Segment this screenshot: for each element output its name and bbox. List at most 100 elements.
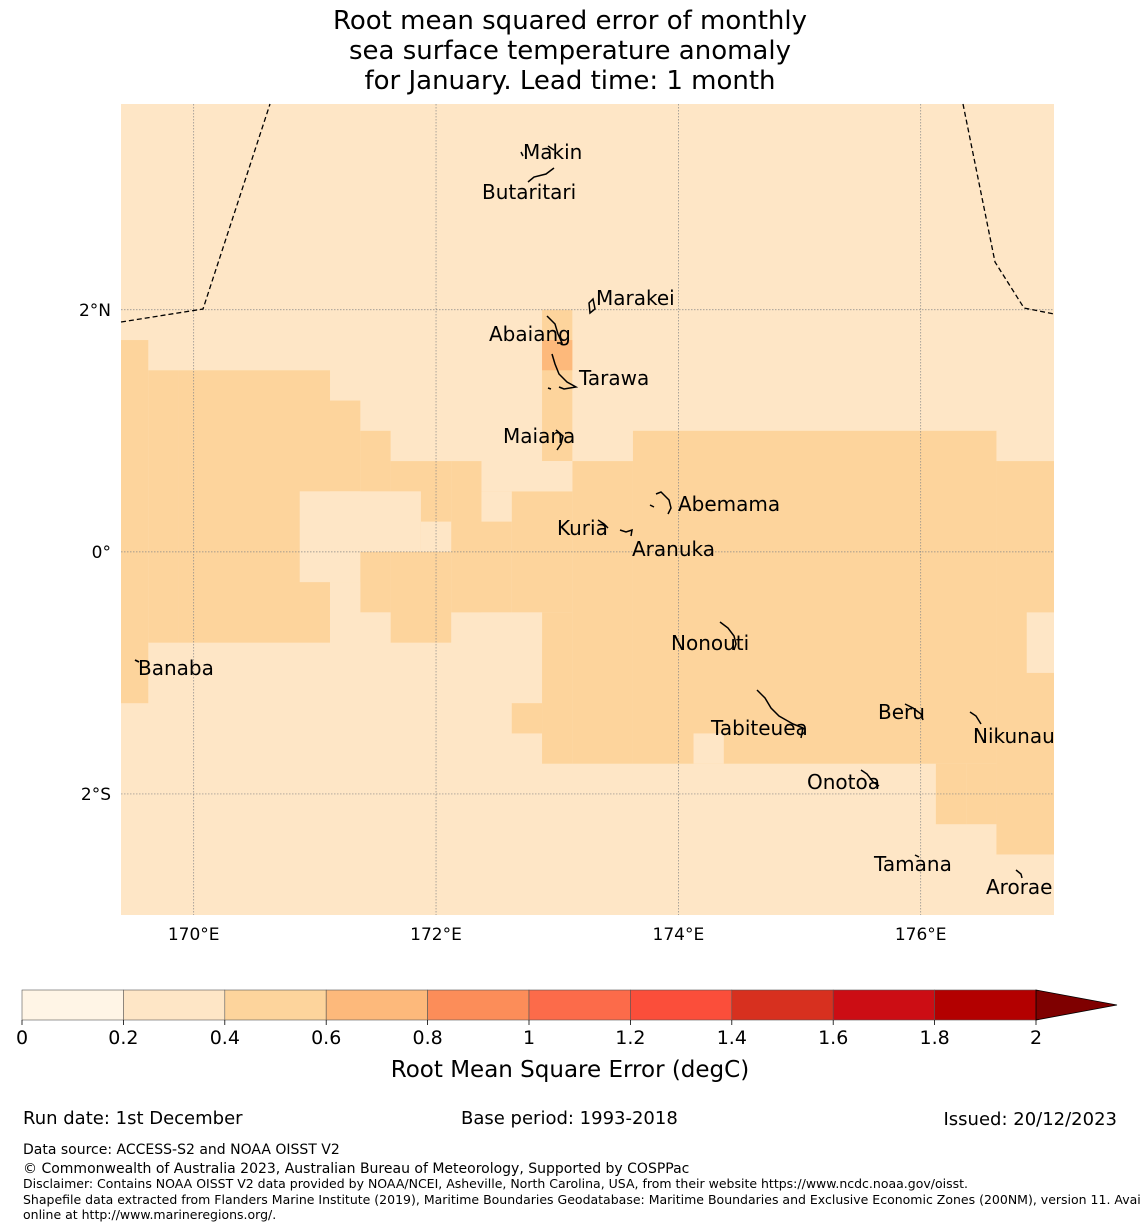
colorbar-tick-label: 0.8	[412, 1027, 442, 1049]
island-label-abaiang: Abaiang	[489, 322, 571, 346]
coastline-maiana	[555, 429, 564, 451]
colorbar: 0 0.2 0.4 0.6 0.8 1 1.2 1.4 1.6 1.8 2 Root Mean Sq…	[16, 989, 1118, 1083]
rmse-cell-17	[542, 340, 573, 371]
copyright-notice: © Commonwealth of Australia 2023, Austra…	[23, 1161, 690, 1177]
colorbar-cell-9	[934, 989, 1037, 1021]
lon-tick-label: 176°E	[895, 925, 947, 945]
coastline-abemama	[649, 491, 672, 515]
lat-tick-label: 2°S	[81, 785, 111, 805]
colorbar-tick-label: 1.8	[919, 1027, 949, 1049]
colorbar-cell-2	[224, 989, 327, 1021]
colorbar-cells	[21, 989, 1037, 1021]
gridlines	[121, 104, 1054, 915]
rmse-cell-14	[542, 612, 573, 764]
issued-date: Issued: 20/12/2023	[943, 1109, 1117, 1130]
colorbar-tick-label: 1.6	[818, 1027, 848, 1049]
colorbar-cell-1	[123, 989, 226, 1021]
island-label-beru: Beru	[878, 700, 925, 724]
title-line-2: sea surface temperature anomaly	[349, 36, 791, 66]
lat-tick-label: 2°N	[79, 301, 111, 321]
colorbar-cell-7	[731, 989, 834, 1021]
colorbar-cell-0	[21, 989, 124, 1021]
colorbar-tick-label: 0	[16, 1027, 28, 1049]
eez-boundary-line	[120, 103, 271, 323]
coastline-butaritari	[527, 167, 555, 183]
rmse-cell-22	[511, 461, 573, 492]
rmse-cell-23	[330, 582, 361, 643]
island-label-maiana: Maiana	[503, 424, 575, 448]
island-label-banaba: Banaba	[138, 656, 214, 680]
run-date: Run date: 1st December	[23, 1108, 243, 1129]
coastline-arorae	[1015, 869, 1023, 879]
lat-tick-label: 0°	[92, 543, 111, 563]
rmse-cell-21	[481, 491, 512, 522]
coastline-makin	[520, 145, 555, 157]
coastline-marakei	[588, 297, 596, 315]
rmse-cell-9	[542, 309, 573, 462]
colorbar-extend-arrow	[1035, 989, 1118, 1021]
colorbar-tick-label: 1.4	[717, 1027, 747, 1049]
island-label-tarawa: Tarawa	[578, 366, 649, 390]
colorbar-tick-label: 1	[523, 1027, 535, 1049]
map-area: Makin Butaritari Marakei Abaiang Tarawa …	[79, 103, 1055, 945]
island-label-nikunau: Nikunau	[973, 724, 1055, 748]
rmse-cell-10	[572, 461, 633, 764]
map-title: Root mean squared error of monthly sea s…	[0, 6, 1140, 96]
coastline-banaba	[134, 659, 140, 663]
coastline-beru	[904, 703, 924, 721]
rmse-cell-1	[148, 370, 179, 643]
rmse-cell-0	[121, 340, 149, 704]
lon-tick-label: 172°E	[410, 925, 462, 945]
island-label-nonouti: Nonouti	[671, 631, 749, 655]
rmse-cell-6	[451, 461, 482, 613]
rmse-cell-11	[632, 430, 997, 764]
coastline-nonouti	[719, 621, 737, 651]
island-label-makin: Makin	[523, 140, 582, 164]
island-label-abemama: Abemama	[678, 492, 780, 516]
colorbar-cell-5	[528, 989, 631, 1021]
island-label-aranuka: Aranuka	[632, 537, 715, 561]
disclaimer: Disclaimer: Contains NOAA OISST V2 data …	[23, 1176, 968, 1191]
colorbar-cell-8	[832, 989, 935, 1021]
lon-tick-label: 170°E	[168, 925, 220, 945]
rmse-cell-25	[481, 612, 543, 643]
colorbar-ticks: 0 0.2 0.4 0.6 0.8 1 1.2 1.4 1.6 1.8 2	[16, 1020, 1042, 1049]
colorbar-cell-3	[325, 989, 428, 1021]
coastline-nikunau	[969, 711, 982, 725]
shapefile-credit-1: Shapefile data extracted from Flanders M…	[23, 1192, 1140, 1207]
island-label-kuria: Kuria	[557, 516, 608, 540]
lon-tick-label: 174°E	[653, 925, 705, 945]
island-label-marakei: Marakei	[596, 286, 675, 310]
title-line-3: for January. Lead time: 1 month	[364, 66, 776, 96]
coastline-tamana	[914, 854, 920, 858]
island-coastlines	[134, 145, 1023, 879]
island-label-tamana: Tamana	[873, 852, 952, 876]
rmse-cell-13	[511, 703, 543, 734]
island-label-tabiteuea: Tabiteuea	[710, 716, 808, 740]
coastline-abaiang	[546, 315, 564, 344]
title-line-1: Root mean squared error of monthly	[332, 6, 808, 36]
island-label-arorae: Arorae	[986, 875, 1052, 899]
axis-tick-labels: 170°E 172°E 174°E 176°E 2°N 0° 2°S	[79, 301, 947, 945]
colorbar-label: Root Mean Square Error (degC)	[391, 1057, 749, 1083]
rmse-cell-27	[1026, 612, 1054, 673]
coastline-onotoa	[860, 769, 880, 787]
eez-boundary-line	[962, 103, 1055, 315]
colorbar-tick-label: 0.2	[108, 1027, 138, 1049]
colorbar-tick-label: 0.4	[210, 1027, 240, 1049]
rmse-cell-26	[693, 733, 724, 764]
coastline-aranuka	[619, 528, 633, 537]
coastline-kuria	[597, 519, 609, 529]
island-label-onotoa: Onotoa	[807, 770, 880, 794]
colorbar-cell-6	[630, 989, 733, 1021]
island-label-butaritari: Butaritari	[482, 180, 576, 204]
base-period: Base period: 1993-2018	[461, 1108, 678, 1129]
shapefile-credit-2: online at http://www.marineregions.org/.	[23, 1207, 277, 1222]
eez-boundaries	[120, 103, 1055, 323]
rmse-cell-19	[330, 491, 421, 552]
coastline-tabiteuea	[756, 689, 804, 739]
colorbar-tick-label: 0.6	[311, 1027, 341, 1049]
coastline-tarawa	[547, 353, 579, 390]
data-source: Data source: ACCESS-S2 and NOAA OISST V2	[23, 1142, 340, 1158]
